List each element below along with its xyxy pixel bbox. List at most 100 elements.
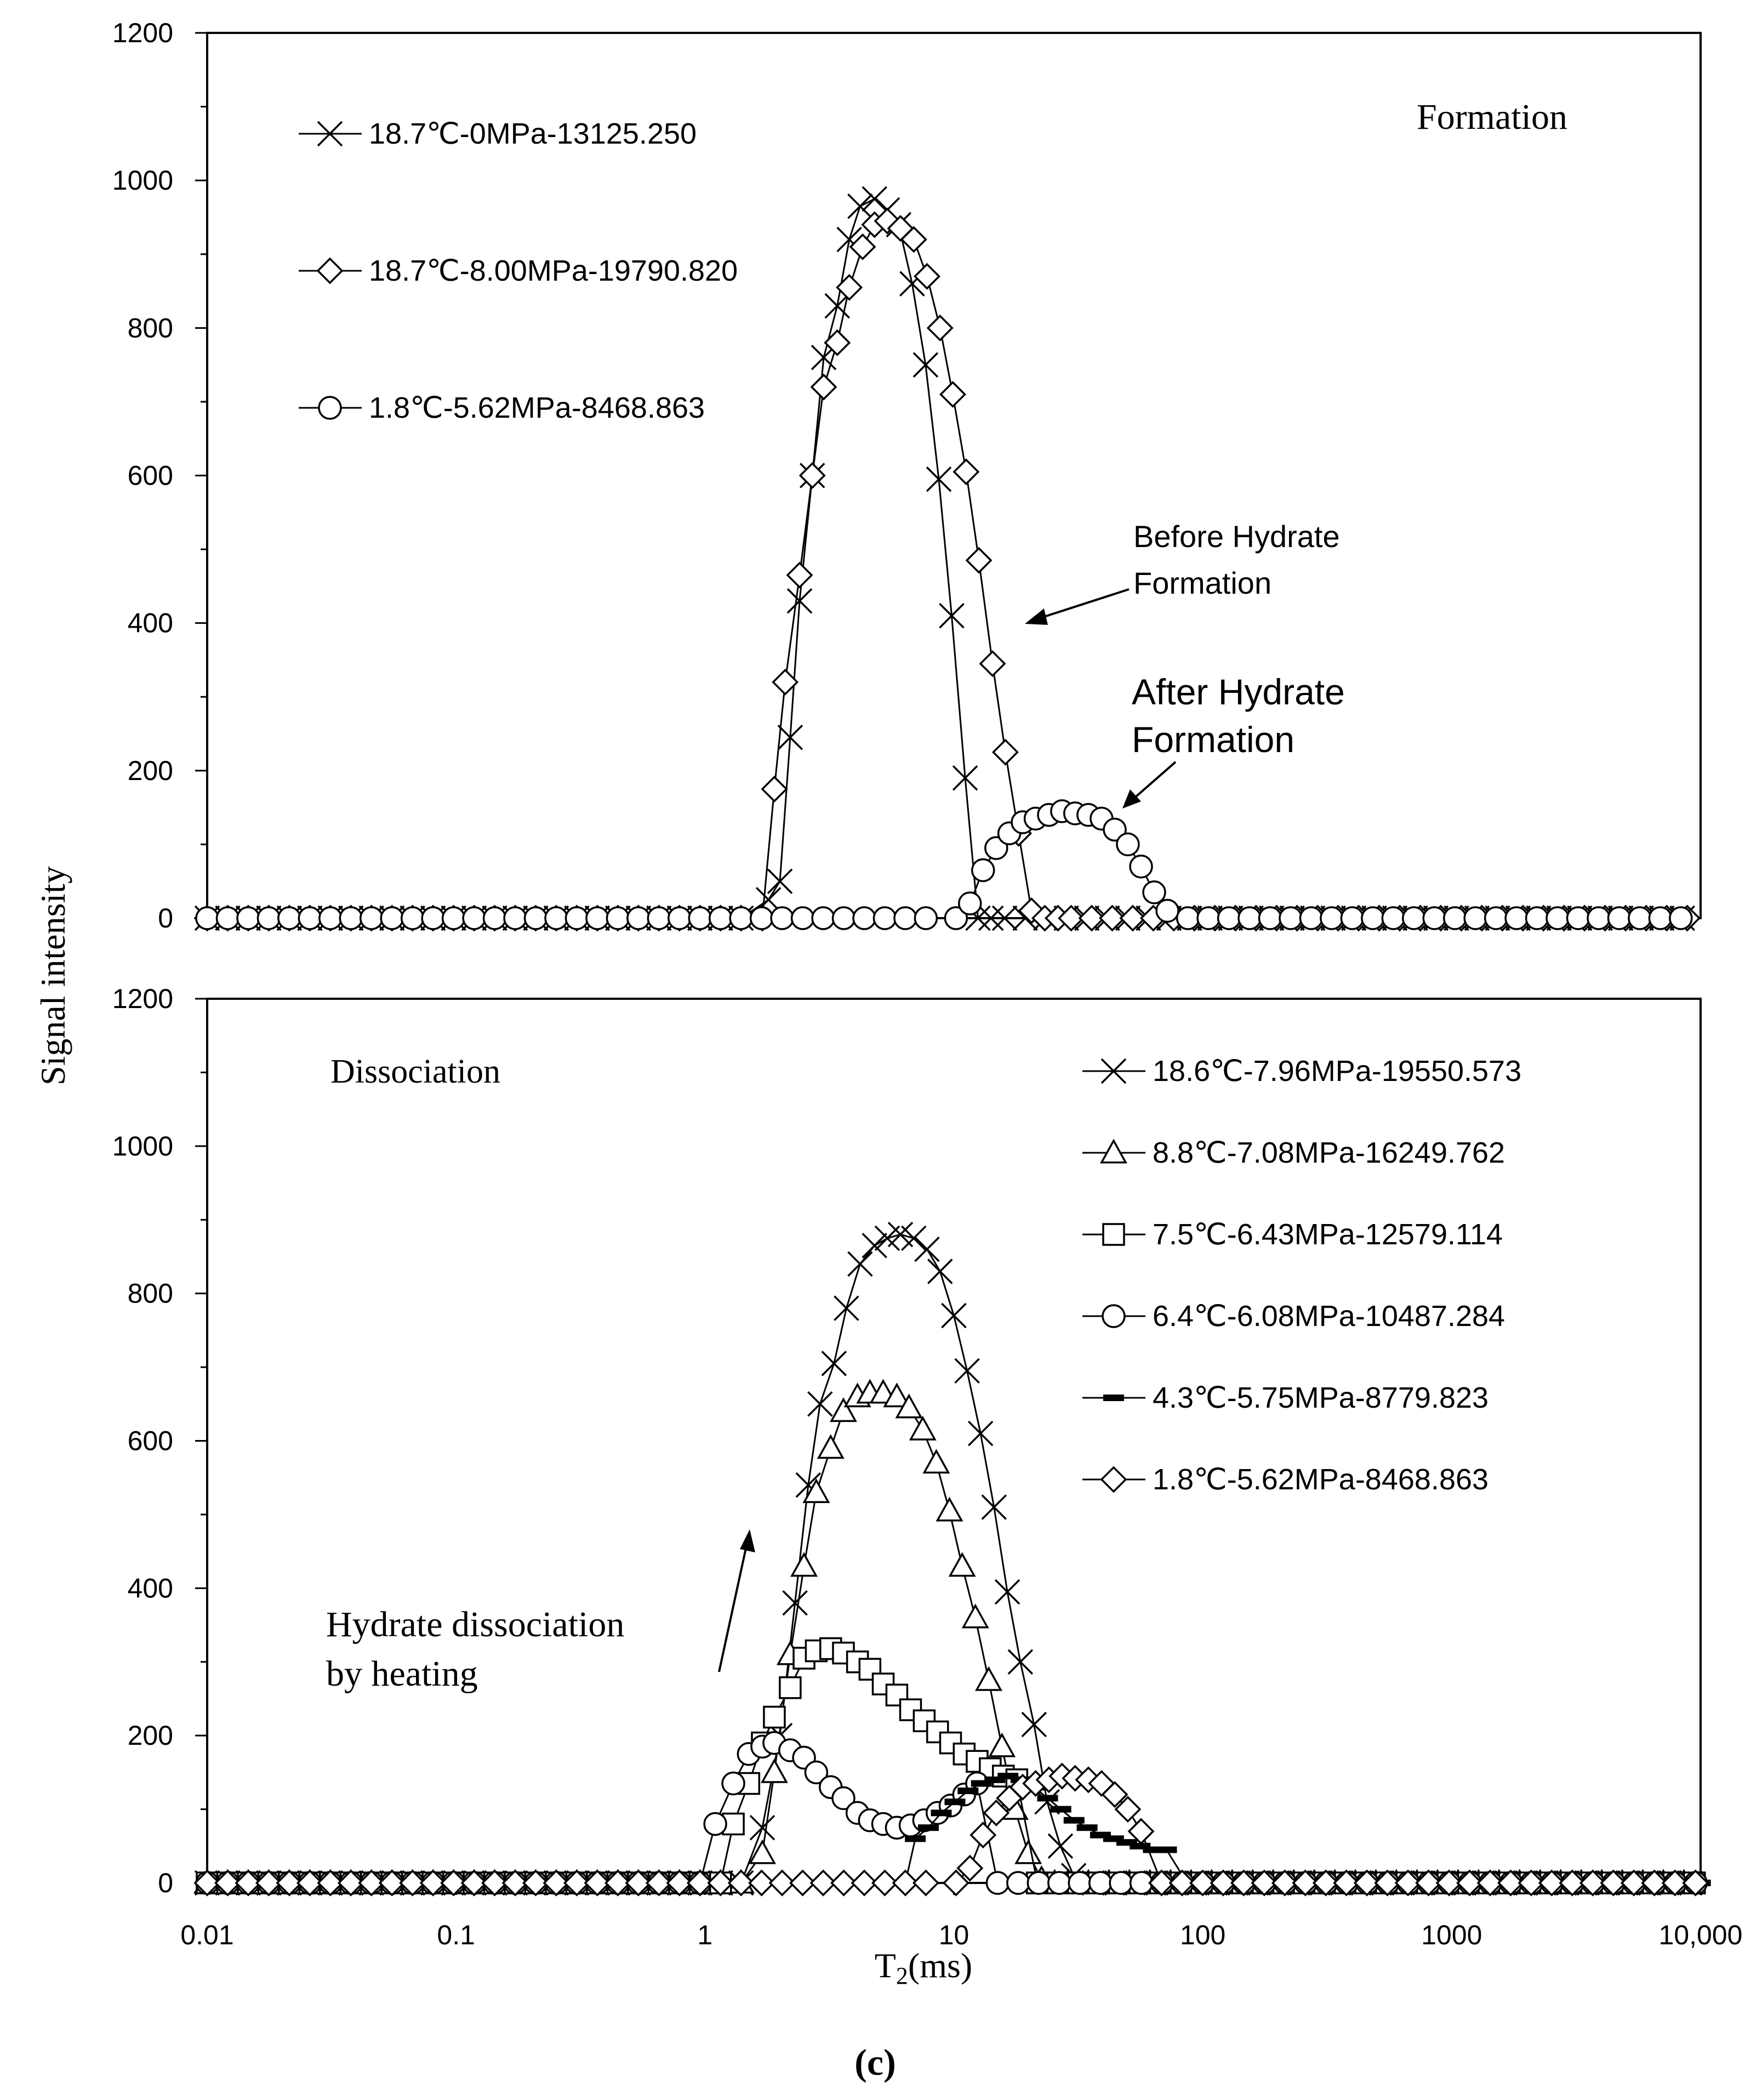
data-point xyxy=(988,1732,1016,1757)
data-point xyxy=(810,373,837,401)
baseline-point xyxy=(831,906,856,930)
legend-marker xyxy=(1100,1139,1127,1164)
dissociation-legend: 18.6℃-7.96MPa-19550.573 8.8℃-7.08MPa-1624… xyxy=(1082,1055,1521,1496)
baseline-point xyxy=(277,906,301,930)
baseline-point xyxy=(1600,1869,1627,1897)
data-point xyxy=(883,1382,911,1408)
data-point xyxy=(824,293,850,319)
legend-item-0: 18.7℃-0MPa-13125.250 xyxy=(299,117,697,150)
after-formation-label-line2: Formation xyxy=(1132,719,1294,760)
data-point xyxy=(1142,880,1166,904)
baseline-point xyxy=(1176,906,1200,930)
y-tick-label: 400 xyxy=(128,1573,173,1603)
baseline-point xyxy=(214,1869,241,1897)
data-point xyxy=(1114,1796,1142,1823)
data-point xyxy=(786,561,813,589)
legend-item-0: 18.6℃-7.96MPa-19550.573 xyxy=(1082,1055,1521,1088)
legend-label: 7.5℃-6.43MPa-12579.114 xyxy=(1153,1218,1503,1251)
baseline-point xyxy=(1026,1871,1051,1895)
baseline-point xyxy=(421,906,445,930)
data-point xyxy=(777,725,803,750)
baseline-point xyxy=(1251,1869,1278,1897)
baseline-point xyxy=(985,1871,1010,1895)
legend-marker xyxy=(1100,1466,1127,1493)
baseline-point xyxy=(707,1869,734,1897)
baseline-point xyxy=(1525,906,1549,930)
legend-label: 4.3℃-5.75MPa-8779.823 xyxy=(1153,1381,1488,1414)
x-axis-label-t: T xyxy=(875,1946,896,1985)
baseline-point xyxy=(1394,1869,1422,1897)
baseline-point xyxy=(1068,1871,1092,1895)
baseline-point xyxy=(1620,1869,1647,1897)
baseline-point xyxy=(276,1869,303,1897)
data-point xyxy=(957,1787,979,1794)
baseline-point xyxy=(708,906,733,930)
data-point xyxy=(965,547,993,574)
baseline-point xyxy=(645,1869,672,1897)
data-point xyxy=(847,1251,873,1277)
baseline-point xyxy=(1353,1869,1381,1897)
data-point xyxy=(1047,1833,1074,1859)
baseline-point xyxy=(1299,906,1324,930)
data-point xyxy=(847,194,873,219)
y-tick-label: 1000 xyxy=(112,165,173,196)
data-point xyxy=(914,263,940,290)
data-point xyxy=(948,1552,976,1577)
baseline-point xyxy=(1476,1869,1504,1897)
data-point xyxy=(1116,832,1140,857)
data-point xyxy=(807,1391,833,1417)
baseline-point xyxy=(255,1869,282,1897)
baseline-point xyxy=(1435,1869,1463,1897)
baseline-point xyxy=(584,1869,611,1897)
baseline-point xyxy=(1292,1869,1319,1897)
legend-item-3: 6.4℃-6.08MPa-10487.284 xyxy=(1082,1300,1505,1333)
legend-item-5: 1.8℃-5.62MPa-8468.863 xyxy=(1082,1463,1488,1496)
baseline-point xyxy=(1047,1871,1071,1895)
baseline-point xyxy=(318,906,343,930)
legend-marker xyxy=(1103,1395,1124,1401)
x-axis-label-rest: (ms) xyxy=(908,1946,972,1985)
data-point xyxy=(967,1420,994,1447)
baseline-point xyxy=(358,1869,385,1897)
baseline-point xyxy=(1320,906,1344,930)
data-point xyxy=(958,891,982,915)
baseline-point xyxy=(1538,1869,1565,1897)
baseline-point xyxy=(236,906,260,930)
x-axis-label: T2(ms) xyxy=(875,1946,972,1989)
x-axis-label-sub: 2 xyxy=(896,1962,908,1989)
baseline-point xyxy=(1148,1869,1175,1897)
baseline-point xyxy=(1415,1869,1442,1897)
data-point xyxy=(905,1835,926,1842)
data-point xyxy=(984,1776,1006,1783)
y-axis-label: Signal intensity xyxy=(33,866,72,1085)
data-point xyxy=(824,329,851,356)
data-point xyxy=(802,1478,830,1503)
formation-plot-frame xyxy=(206,32,1702,919)
after-formation-annotation: After Hydrate Formation xyxy=(1122,671,1345,809)
baseline-point xyxy=(339,906,363,930)
data-point xyxy=(939,602,965,629)
baseline-point xyxy=(914,906,938,930)
y-tick-label: 1200 xyxy=(112,18,173,48)
data-point xyxy=(901,1225,927,1251)
data-point xyxy=(849,233,876,260)
data-point xyxy=(991,738,1019,766)
data-point xyxy=(984,836,1008,860)
legend-item-1: 18.7℃-8.00MPa-19790.820 xyxy=(299,254,738,287)
dissociation-title: Dissociation xyxy=(330,1053,500,1090)
baseline-point xyxy=(851,1869,878,1897)
baseline-point xyxy=(1484,906,1508,930)
data-point xyxy=(782,1590,808,1616)
baseline-point xyxy=(482,906,507,930)
data-point xyxy=(926,466,952,492)
baseline-point xyxy=(522,1869,549,1897)
data-point xyxy=(953,458,980,486)
formation-title: Formation xyxy=(1417,97,1567,137)
baseline-point xyxy=(378,1869,406,1897)
baseline-point xyxy=(419,1869,447,1897)
baseline-point xyxy=(1682,1869,1709,1897)
baseline-point xyxy=(606,906,630,930)
data-point xyxy=(909,1415,937,1441)
data-point xyxy=(997,1773,1019,1780)
legend-marker xyxy=(318,396,342,420)
